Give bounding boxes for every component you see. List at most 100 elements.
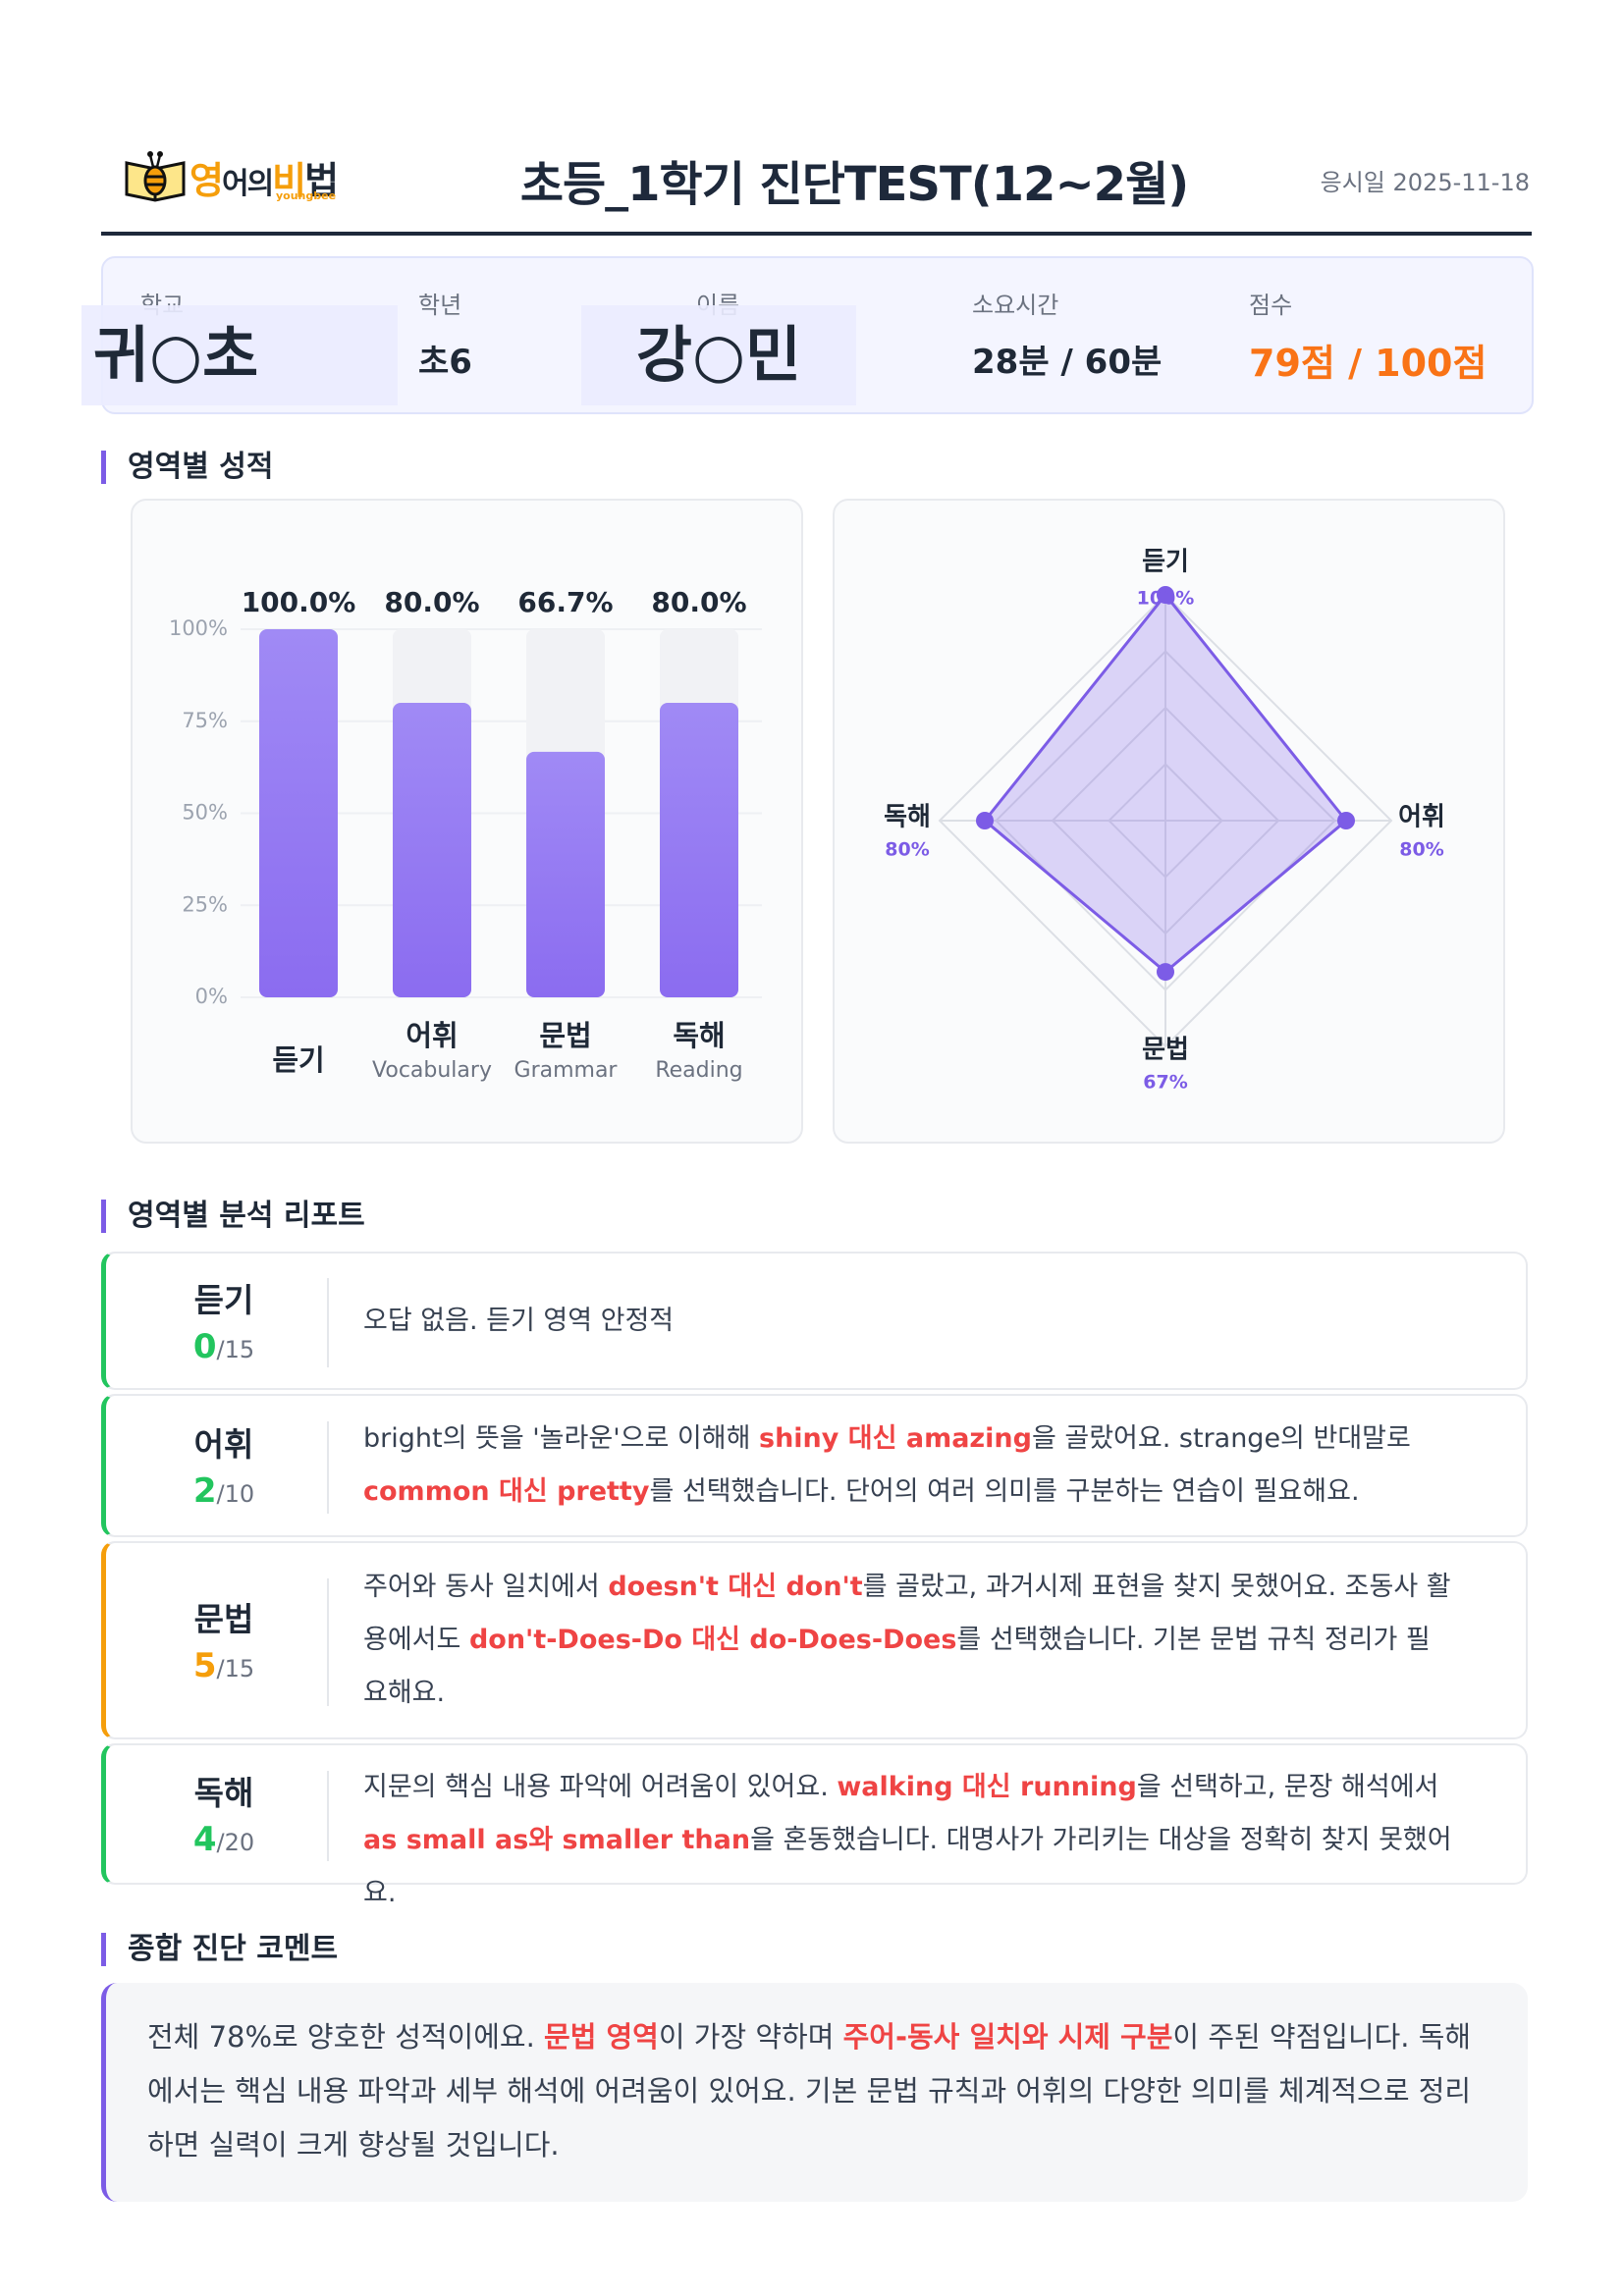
text: 주어와 동사 일치에서 [363,1572,609,1602]
text: 지문의 핵심 내용 파악에 어려움이 있어요. [363,1772,838,1802]
info-label: 소요시간 [972,292,1059,319]
score: 4/20 [106,1820,342,1859]
highlight-text: shiny 대신 amazing [759,1423,1032,1454]
axis-label: 어휘 [1398,803,1445,832]
axis-label: 듣기 [1142,548,1189,577]
bar [259,629,338,997]
highlight-text: walking 대신 running [837,1772,1137,1802]
score-value: 2 [192,1471,217,1511]
y-tick-label: 0% [195,985,228,1008]
analysis-text: bright의 뜻을 '놀라운'으로 이해해 shiny 대신 amazing을… [363,1413,1453,1519]
axis-label: 문법 [1142,1036,1189,1065]
value-label: 100.0% [242,586,356,618]
info-label: 점수 [1249,292,1293,319]
area-name: 독해 [193,1774,254,1812]
comment-text: 전체 78%로 양호한 성적이에요. 문법 영역이 가장 약하며 주어-동사 일… [147,2010,1492,2172]
divider [327,1278,329,1367]
text: 를 골랐고, 과거시제 표현을 찾지 못했어요. 조동사 활용에서도 [363,1572,1451,1655]
score-total: /15 [216,1655,255,1682]
analysis-text: 지문의 핵심 내용 파악에 어려움이 있어요. walking 대신 runni… [363,1761,1453,1920]
score-value: 0 [192,1326,217,1366]
logo-part: 영 [189,158,224,202]
category-label: 문법 [539,1019,591,1052]
logo-text: 영어의비법 youngbee [189,150,339,204]
score: 5/15 [106,1646,342,1685]
highlight-text: common 대신 pretty [363,1476,650,1507]
logo-part: 비 [272,158,306,202]
info-value: 강○민 [581,305,856,405]
section-title: 종합 진단 코멘트 [101,1933,338,1966]
text: 이 가장 약하며 [658,2020,843,2054]
text: 이 주된 약점입니다. 독해에서는 핵심 내용 파악과 세부 해석에 어려움이 … [147,2020,1472,2162]
analysis-row: 독해 4/20 지문의 핵심 내용 파악에 어려움이 있어요. walking 대신… [101,1743,1528,1908]
value-label: 100% [1137,588,1195,610]
highlight-text: 주어-동사 일치와 시제 구분 [842,2020,1173,2054]
logo-part: 어의 [221,166,274,201]
score-total: /10 [216,1480,255,1508]
text: 를 선택했습니다. 기본 문법 규칙 정리가 필요해요. [363,1625,1431,1708]
score-total: /20 [216,1829,255,1856]
info-card: 학교 귀○초 학년 초6 이름 강○민 소요시간 28분 / 60분 점수 79… [81,256,1534,414]
text: 전체 78%로 양호한 성적이에요. [147,2020,545,2054]
radar-point [1337,812,1355,829]
area-name: 문법 [193,1600,254,1638]
rule [101,232,1532,236]
radar-area [982,592,1349,975]
value-label: 80.0% [651,586,746,618]
text: 을 혼동했습니다. 대명사가 가리키는 대상을 정확히 찾지 못했어요. [363,1825,1452,1908]
section-title: 영역별 성적 [101,451,273,484]
comment-box: 전체 78%로 양호한 성적이에요. 문법 영역이 가장 약하며 주어-동사 일… [101,1983,1528,2202]
highlight-text: as small as와 smaller than [363,1825,751,1855]
analysis-text: 주어와 동사 일치에서 doesn't 대신 don't를 골랐고, 과거시제 … [363,1561,1453,1720]
y-tick-label: 75% [182,709,228,732]
divider [327,1421,329,1514]
info-value: 28분 / 60분 [972,343,1163,382]
text: bright의 뜻을 '놀라운'으로 이해해 [363,1423,759,1454]
analysis-row: 듣기 0/15 오답 없음. 듣기 영역 안정적 [101,1252,1528,1390]
score: 2/10 [106,1471,342,1511]
highlight-text: 문법 영역 [544,2020,659,2054]
area-name: 어휘 [193,1425,254,1464]
analysis-row: 어휘 2/10 bright의 뜻을 '놀라운'으로 이해해 shiny 대신 am… [101,1394,1528,1537]
y-tick-label: 25% [182,892,228,916]
highlight-text: doesn't 대신 don't [608,1572,863,1602]
analysis-row: 문법 5/15 주어와 동사 일치에서 doesn't 대신 don't를 골랐고,… [101,1541,1528,1739]
title: 초등_1학기 진단TEST(12~2월) [519,157,1189,212]
y-tick-label: 100% [169,616,228,640]
divider [327,1770,329,1862]
analysis-text: 오답 없음. 듣기 영역 안정적 [363,1295,1453,1348]
section-title: 영역별 분석 리포트 [101,1200,365,1233]
category-subtitle: Grammar [514,1058,619,1083]
score: 0/15 [106,1327,342,1366]
text: 을 골랐어요. strange의 반대말로 [1031,1423,1411,1454]
charts: 0% 25% 50% 75% 100% 100.0% 듣기 80.0% 어휘 Vocabulary… [169,548,1445,1094]
bar [526,751,605,997]
text: 을 선택하고, 문장 해석에서 [1136,1772,1439,1802]
value-label: 80% [885,839,929,861]
divider [327,1578,329,1706]
date: 응시일 2025-11-18 [1320,169,1530,196]
category-label: 어휘 [406,1019,458,1052]
bar [393,703,471,997]
logo: 영어의비법 youngbee [121,145,339,208]
info-label: 학년 [418,292,462,319]
y-tick-label: 50% [182,801,228,825]
highlight-text: don't-Does-Do 대신 do-Does-Does [468,1625,957,1655]
info-value: 79점 / 100점 [1249,342,1488,385]
radar-point [976,812,994,829]
value-label: 66.7% [517,586,613,618]
logo-sub: youngbee [276,188,337,202]
value-label: 80.0% [384,586,479,618]
value-label: 80% [1399,839,1443,861]
category-subtitle: Reading [655,1058,742,1083]
text: 오답 없음. 듣기 영역 안정적 [363,1305,675,1336]
score-value: 4 [192,1820,217,1859]
radar-point [1157,963,1174,982]
info-value: 귀○초 [81,305,398,405]
category-label: 독해 [673,1019,725,1052]
logo-icon [125,151,186,202]
text: 를 선택했습니다. 단어의 여러 의미를 구분하는 연습이 필요해요. [649,1476,1360,1507]
bar [660,703,738,997]
radar-point [1157,586,1174,604]
